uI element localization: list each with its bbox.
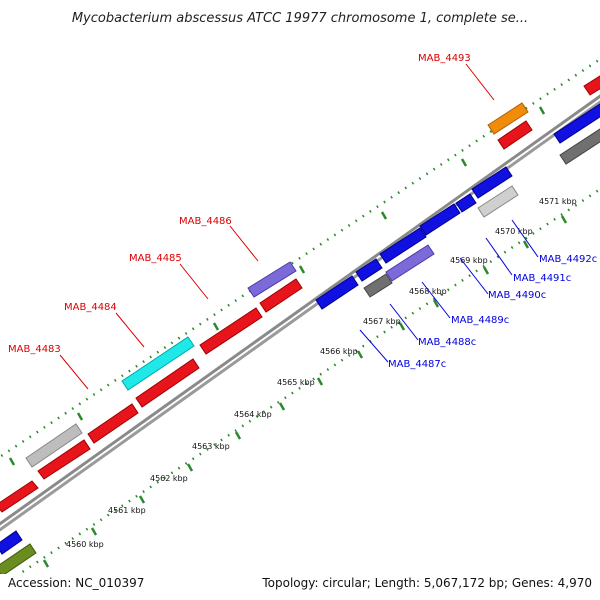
gene-label[interactable]: MAB_4488c [418,337,476,348]
major-tick [398,322,406,331]
label-leader [59,354,89,390]
major-tick [90,527,98,536]
accession-text: Accession: NC_010397 [8,576,144,590]
label-leader [115,312,145,348]
major-tick [482,266,490,275]
reverse-label-leaders [359,219,539,363]
major-tick [380,211,388,220]
gene-arrow[interactable] [471,166,513,199]
scale-tick-label: 4567 kbp [363,317,401,326]
scale-tick-label: 4565 kbp [277,378,315,387]
gene-arrow[interactable] [0,543,37,576]
major-tick [76,412,84,421]
gene-arrow[interactable] [385,244,435,282]
gene-label[interactable]: MAB_4489c [451,315,509,326]
gene-arrow[interactable] [477,185,519,218]
sequence-map: 4560 kbp 4561 kbp 4562 kbp 4563 kbp 4564… [0,53,600,576]
gene-label[interactable]: MAB_4484 [64,302,117,313]
map-title: Mycobacterium abscessus ATCC 19977 chrom… [72,11,528,26]
major-tick [278,402,286,411]
gene-arrow[interactable] [0,480,39,513]
major-tick [298,265,306,274]
backbone-reverse-strand [0,100,600,532]
gene-label[interactable]: MAB_4490c [488,290,546,301]
gene-label[interactable]: MAB_4486 [179,216,232,227]
label-leader [359,329,389,363]
gene-arrow[interactable] [121,336,195,391]
scale-tick-label: 4566 kbp [320,347,358,356]
gene-arrow[interactable] [0,530,23,555]
gene-arrow[interactable] [363,273,393,298]
major-tick [522,240,530,249]
major-tick [8,457,16,466]
label-leader [459,257,489,295]
gene-arrow[interactable] [553,103,600,144]
forward-strand-genes [0,75,600,513]
gene-label[interactable]: MAB_4493 [418,53,471,64]
label-leader [421,281,451,319]
label-leader [389,303,419,341]
gene-arrow[interactable] [315,275,359,310]
major-tick [234,431,242,440]
gene-arrow[interactable] [25,423,83,468]
scale-tick-label: 4571 kbp [539,197,577,206]
reverse-major-ticks [42,215,568,568]
gene-label[interactable]: MAB_4491c [513,273,571,284]
scale-tick-label: 4568 kbp [409,287,447,296]
scale-tick-label: 4562 kbp [150,474,188,483]
reverse-gene-labels: MAB_4487c MAB_4488c MAB_4489c MAB_4490c … [388,254,597,370]
major-tick [138,495,146,504]
forward-major-ticks [8,106,546,466]
gene-arrow[interactable] [37,439,91,480]
gene-arrow[interactable] [559,128,600,165]
gene-label[interactable]: MAB_4485 [129,253,182,264]
major-tick [212,322,220,331]
major-tick [186,463,194,472]
forward-scale-track [0,57,600,459]
major-tick [538,106,546,115]
label-leader [465,63,495,101]
backbone-forward-strand [0,94,600,526]
major-tick [42,559,50,568]
scale-tick-label: 4564 kbp [234,410,272,419]
reverse-scale-track [16,187,600,574]
gene-arrow[interactable] [419,203,461,236]
major-tick [316,377,324,386]
label-leader [485,237,513,276]
gene-arrow[interactable] [355,258,383,282]
gene-arrow[interactable] [247,261,297,298]
gene-arrow[interactable] [135,358,200,408]
gene-label[interactable]: MAB_4483 [8,344,61,355]
gene-arrow[interactable] [497,120,533,150]
major-tick [560,215,568,224]
gene-arrow[interactable] [87,403,139,444]
gene-label[interactable]: MAB_4487c [388,359,446,370]
gene-arrow[interactable] [455,193,477,213]
gene-label[interactable]: MAB_4492c [539,254,597,265]
forward-label-leaders [59,63,495,390]
major-tick [432,299,440,308]
reverse-strand-genes [0,103,600,576]
genome-summary-text: Topology: circular; Length: 5,067,172 bp… [261,576,592,590]
major-tick [356,350,364,359]
scale-tick-label: 4563 kbp [192,442,230,451]
gene-arrow[interactable] [379,227,427,264]
gene-arrow[interactable] [259,278,303,313]
scale-tick-labels: 4560 kbp 4561 kbp 4562 kbp 4563 kbp 4564… [66,197,577,549]
gene-arrow[interactable] [487,102,529,135]
major-tick [460,158,468,167]
gene-arrow[interactable] [583,75,600,96]
label-leader [229,225,259,262]
forward-gene-labels: MAB_4483 MAB_4484 MAB_4485 MAB_4486 MAB_… [8,53,471,355]
scale-tick-label: 4570 kbp [495,227,533,236]
label-leader [179,263,209,300]
scale-tick-label: 4561 kbp [108,506,146,515]
scale-tick-label: 4560 kbp [66,540,104,549]
label-leader [511,219,539,258]
gene-arrow[interactable] [199,307,263,355]
scale-tick-label: 4569 kbp [450,256,488,265]
